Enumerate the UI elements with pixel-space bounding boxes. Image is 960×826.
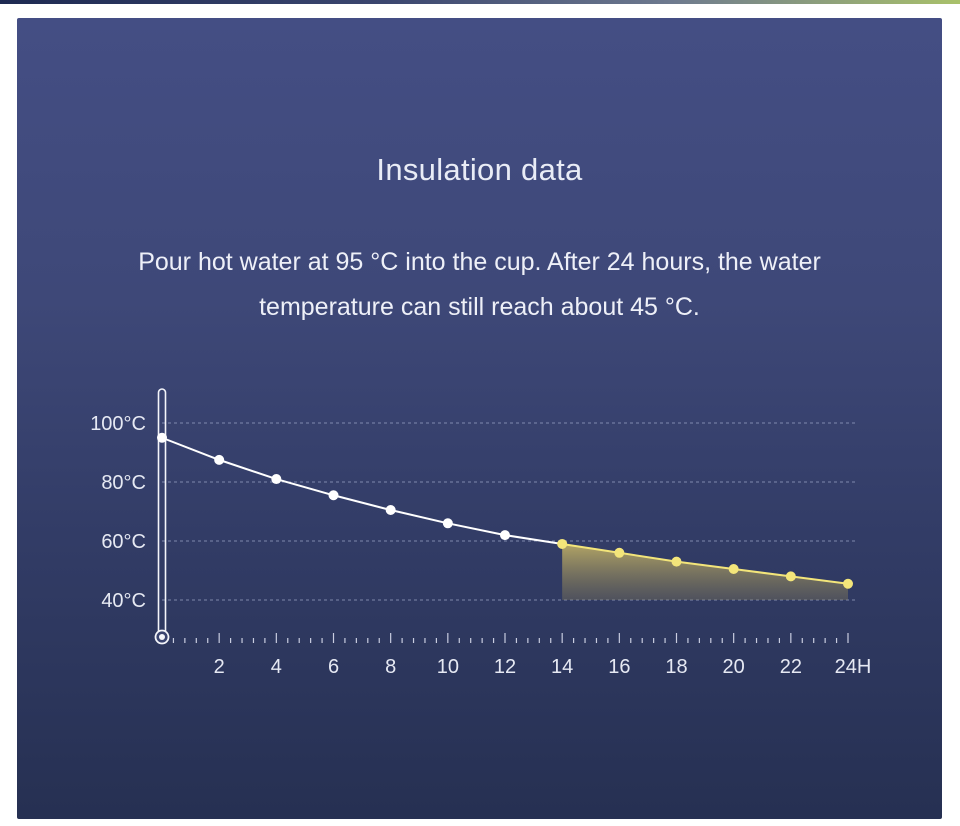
top-accent-line [0, 0, 960, 4]
data-point [328, 490, 339, 501]
data-point [785, 571, 796, 582]
data-point [214, 454, 225, 465]
thermometer-axis [154, 388, 170, 645]
page-title: Insulation data [376, 152, 583, 187]
y-tick-label: 40°C [101, 590, 146, 612]
highlight-area [562, 543, 848, 600]
y-tick-label: 100°C [90, 413, 146, 435]
data-points [157, 432, 853, 589]
data-point [671, 556, 682, 567]
series-line-white [161, 436, 563, 545]
data-point [157, 432, 167, 443]
data-point [385, 505, 396, 516]
x-tick-label: 14 [551, 656, 573, 678]
x-tick-label: 12 [494, 656, 516, 678]
description-text: Pour hot water at 95 °C into the cup. Af… [138, 248, 821, 321]
data-point [271, 474, 282, 485]
x-axis-ticks [172, 633, 849, 643]
data-point [557, 538, 568, 549]
x-tick-label: 18 [665, 656, 687, 678]
x-tick-label: 24H [835, 656, 872, 678]
y-tick-label: 80°C [101, 472, 146, 494]
x-tick-label: 4 [271, 656, 282, 678]
x-tick-label: 6 [328, 656, 339, 678]
insulation-panel: Insulation data Pour hot water at 95 °C … [17, 18, 942, 819]
data-point [614, 547, 625, 558]
x-tick-label: 20 [723, 656, 745, 678]
highlight-fill [562, 543, 848, 600]
y-tick-label: 60°C [101, 531, 146, 553]
x-tick-label: 10 [437, 656, 459, 678]
x-axis-labels: 2 4 6 8 10 12 14 16 18 20 22 24H [214, 656, 872, 678]
series-line-yellow [562, 542, 849, 585]
x-tick-label: 2 [214, 656, 225, 678]
x-tick-label: 22 [780, 656, 802, 678]
x-tick-label: 8 [385, 656, 396, 678]
series-lines [161, 436, 849, 585]
data-point [500, 530, 510, 541]
thermometer-bulb-core [159, 634, 165, 640]
data-point [843, 578, 853, 589]
data-point [442, 518, 453, 529]
data-point [728, 564, 739, 575]
y-axis-labels: 100°C 80°C 60°C 40°C [90, 413, 146, 612]
x-tick-label: 16 [608, 656, 630, 678]
